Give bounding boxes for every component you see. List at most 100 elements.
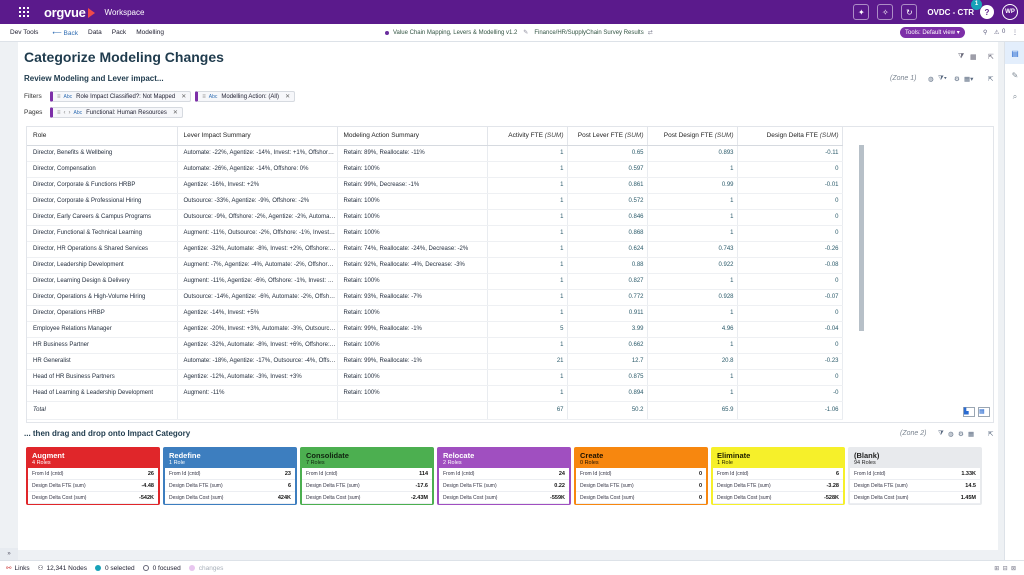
table-cell[interactable]: Retain: 99%, Decrease: -1% — [337, 177, 488, 194]
table-row[interactable]: Head of HR Business Partners Agentize: -1… — [27, 369, 843, 386]
table-cell[interactable]: 0.894 — [567, 385, 648, 402]
vertical-scrollbar[interactable] — [859, 145, 864, 331]
table-cell[interactable]: 0.861 — [567, 177, 648, 194]
table-cell[interactable]: Director, Corporate & Professional Hirin… — [27, 193, 178, 210]
view-icon[interactable]: ▦▾ — [964, 76, 974, 83]
table-cell[interactable]: Director, Compensation — [27, 161, 178, 178]
table-cell[interactable]: Agentize: -14%, Invest: +5% — [177, 305, 338, 322]
category-card-redefine[interactable]: Redefine 1 Role From Id (cntd) 23 Design Del… — [163, 447, 297, 505]
menu-modelling[interactable]: Modelling — [136, 29, 165, 36]
table-row[interactable]: Head of Learning & Leadership Developmen… — [27, 385, 843, 402]
table-cell[interactable]: Director, Leadership Development — [27, 257, 178, 274]
table-cell[interactable]: 0 — [737, 273, 843, 290]
table-cell[interactable]: -0 — [737, 385, 843, 402]
tenant-selector[interactable]: OVDC - CTR 1 — [927, 0, 982, 17]
table-cell[interactable]: -0.23 — [737, 353, 843, 370]
zone2-palette-icon[interactable]: ◍ — [948, 431, 954, 438]
zone1-export-icon[interactable]: ⇱ — [988, 76, 994, 83]
table-cell[interactable]: Director, Functional & Technical Learnin… — [27, 225, 178, 242]
table-cell[interactable]: 1 — [647, 385, 738, 402]
table-cell[interactable]: 0.772 — [567, 289, 648, 306]
notification-badge[interactable]: 1 — [971, 0, 982, 10]
table-row[interactable]: HR Generalist Automate: -18%, Agentize: -… — [27, 353, 843, 370]
category-card-create[interactable]: Create 0 Roles From Id (cntd) 0 Design Delta… — [574, 447, 708, 505]
filter-chip-modelling-action[interactable]: ≡ Abc Modelling Action: (All) ✕ — [195, 91, 296, 102]
table-cell[interactable]: Augment: -11% — [177, 385, 338, 402]
category-card-blank[interactable]: (Blank) 94 Roles From Id (cntd) 1.33K Design… — [848, 447, 982, 505]
table-row[interactable]: Director, Leadership Development Augment:… — [27, 257, 843, 274]
table-cell[interactable]: 1 — [487, 289, 568, 306]
alert-icon[interactable]: ⚠ — [994, 30, 1000, 36]
table-cell[interactable]: 0 — [737, 369, 843, 386]
table-cell[interactable]: Retain: 100% — [337, 305, 488, 322]
table-cell[interactable]: Outsource: -9%, Offshore: -2%, Agentize:… — [177, 209, 338, 226]
table-cell[interactable]: 1 — [487, 273, 568, 290]
column-header-post-design-fte[interactable]: Post Design FTE (SUM) — [647, 127, 738, 146]
table-cell[interactable]: 0.624 — [567, 241, 648, 258]
table-cell[interactable]: Retain: 92%, Reallocate: -4%, Decrease: … — [337, 257, 488, 274]
table-row[interactable]: Director, Early Careers & Campus Program… — [27, 209, 843, 226]
table-row[interactable]: Director, Corporate & Functions HRBP Agen… — [27, 177, 843, 194]
table-cell[interactable]: 0.868 — [567, 225, 648, 242]
zone2-settings-icon[interactable]: ⚙ — [958, 431, 964, 438]
column-header-role[interactable]: Role — [27, 127, 178, 146]
table-cell[interactable]: 0.893 — [647, 145, 738, 162]
table-cell[interactable]: 0 — [737, 225, 843, 242]
table-cell[interactable]: Head of HR Business Partners — [27, 369, 178, 386]
category-card-relocate[interactable]: Relocate 2 Roles From Id (cntd) 24 Design De… — [437, 447, 571, 505]
focused-count[interactable]: 0 focused — [142, 565, 181, 572]
table-cell[interactable]: 5 — [487, 321, 568, 338]
brand-logo[interactable]: orgvue — [44, 5, 95, 20]
column-header-lever-impact[interactable]: Lever Impact Summary — [177, 127, 338, 146]
table-cell[interactable]: 0 — [737, 305, 843, 322]
table-cell[interactable]: 1 — [647, 273, 738, 290]
table-cell[interactable]: 0 — [737, 337, 843, 354]
grid-view-icon[interactable]: ▦ — [978, 407, 990, 417]
column-header-modeling-action[interactable]: Modeling Action Summary — [337, 127, 488, 146]
table-cell[interactable]: Retain: 100% — [337, 209, 488, 226]
zone1-filter-icon[interactable]: ⧩▾ — [938, 75, 947, 82]
table-cell[interactable]: 12.7 — [567, 353, 648, 370]
table-cell[interactable]: Director, Learning Design & Delivery — [27, 273, 178, 290]
table-cell[interactable]: Director, Operations HRBP — [27, 305, 178, 322]
table-cell[interactable]: 1 — [647, 193, 738, 210]
table-row[interactable]: Employee Relations Manager Agentize: -20%… — [27, 321, 843, 338]
table-row[interactable]: Director, HR Operations & Shared Service… — [27, 241, 843, 258]
table-cell[interactable]: 1 — [647, 209, 738, 226]
table-cell[interactable]: 0.65 — [567, 145, 648, 162]
close-icon[interactable]: ✕ — [172, 110, 178, 116]
menu-dev-tools[interactable]: Dev Tools — [10, 29, 39, 36]
table-cell[interactable]: Augment: -7%, Agentize: -4%, Automate: -… — [177, 257, 338, 274]
drag-handle-icon[interactable]: ≡ — [57, 109, 61, 116]
table-cell[interactable]: Agentize: -32%, Automate: -8%, Invest: +… — [177, 241, 338, 258]
table-cell[interactable]: 1 — [487, 369, 568, 386]
settings-icon[interactable]: ⚙ — [954, 76, 960, 83]
category-card-eliminate[interactable]: Eliminate 1 Role From Id (cntd) 6 Design Del… — [711, 447, 845, 505]
table-cell[interactable]: 1 — [647, 161, 738, 178]
table-cell[interactable]: Retain: 100% — [337, 369, 488, 386]
table-row[interactable]: Director, Compensation Automate: -26%, Ag… — [27, 161, 843, 178]
table-cell[interactable]: 1 — [647, 369, 738, 386]
table-cell[interactable]: 1 — [487, 257, 568, 274]
table-cell[interactable]: -0.04 — [737, 321, 843, 338]
table-row[interactable]: Director, Functional & Technical Learnin… — [27, 225, 843, 242]
table-cell[interactable]: 0.846 — [567, 209, 648, 226]
close-icon[interactable]: ✕ — [181, 94, 187, 100]
table-cell[interactable]: -0.08 — [737, 257, 843, 274]
back-button[interactable]: ⟵ Back — [52, 29, 78, 37]
column-header-activity-fte[interactable]: Activity FTE (SUM) — [487, 127, 568, 146]
table-cell[interactable]: -0.26 — [737, 241, 843, 258]
menu-pack[interactable]: Pack — [111, 29, 127, 36]
table-cell[interactable]: 0 — [737, 193, 843, 210]
table-cell[interactable]: 0.875 — [567, 369, 648, 386]
table-cell[interactable]: Agentize: -12%, Automate: -3%, Invest: +… — [177, 369, 338, 386]
column-header-design-delta-fte[interactable]: Design Delta FTE (SUM) — [737, 127, 843, 146]
table-row[interactable]: HR Business Partner Agentize: -32%, Autom… — [27, 337, 843, 354]
drag-handle-icon[interactable]: ≡ — [202, 93, 206, 100]
category-card-consolidate[interactable]: Consolidate 7 Roles From Id (cntd) 114 Desig… — [300, 447, 434, 505]
table-cell[interactable]: 4.96 — [647, 321, 738, 338]
workspace-link[interactable]: Workspace — [104, 7, 145, 17]
table-cell[interactable]: Automate: -18%, Agentize: -17%, Outsourc… — [177, 353, 338, 370]
category-card-augment[interactable]: Augment 4 Roles From Id (cntd) 26 Design Del… — [26, 447, 160, 505]
filter-icon[interactable]: ⧩ — [958, 53, 965, 60]
